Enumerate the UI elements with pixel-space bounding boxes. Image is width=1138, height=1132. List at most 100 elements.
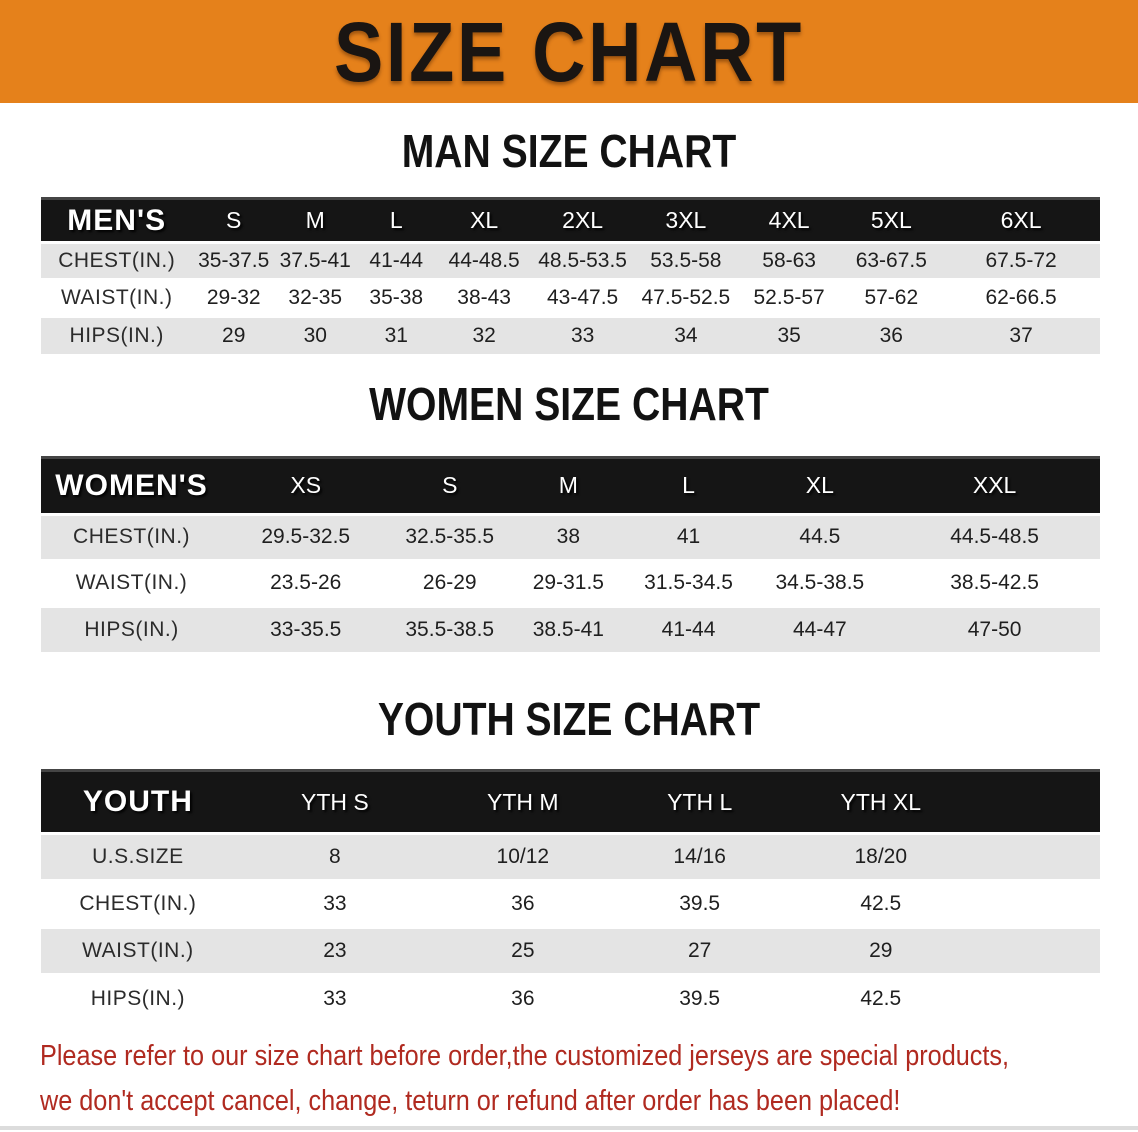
size-column-header: S	[192, 197, 276, 243]
row-label: CHEST(IN.)	[41, 879, 235, 928]
row-label: HIPS(IN.)	[41, 315, 193, 354]
filler-cell	[972, 973, 1100, 1022]
youth-size-table: YOUTH YTH S YTH M YTH L YTH XL U.S.SIZE 8 10/12…	[41, 769, 1100, 1022]
size-value-cell: 23.5-26	[222, 558, 390, 606]
size-value-cell: 35	[737, 315, 841, 354]
size-value-cell: 48.5-53.5	[531, 241, 634, 280]
size-value-cell: 33	[234, 879, 435, 928]
size-column-header: M	[275, 197, 356, 243]
table-row: HIPS(IN.) 33 36 39.5 42.5	[41, 973, 1100, 1022]
size-value-cell: 67.5-72	[942, 241, 1100, 280]
size-value-cell: 29	[788, 926, 973, 975]
size-value-cell: 14/16	[610, 832, 789, 881]
size-value-cell: 42.5	[788, 879, 973, 928]
row-label: WAIST(IN.)	[41, 926, 235, 975]
size-value-cell: 33	[531, 315, 634, 354]
size-column-header: 3XL	[633, 197, 738, 243]
women-size-table: WOMEN'S XS S M L XL XXL CHEST(IN.) 29.5-32.5 32.5…	[41, 455, 1100, 652]
size-value-cell: 42.5	[788, 973, 973, 1022]
size-value-cell: 38-43	[437, 278, 532, 317]
row-label: U.S.SIZE	[41, 832, 235, 881]
size-value-cell: 37	[942, 315, 1100, 354]
size-value-cell: 26-29	[389, 558, 511, 606]
size-column-header: YTH S	[234, 769, 435, 834]
size-value-cell: 32.5-35.5	[389, 512, 511, 560]
disclaimer-line-2: we don't accept cancel, change, teturn o…	[40, 1084, 901, 1117]
table-row: WAIST(IN.) 23 25 27 29	[41, 926, 1100, 975]
size-value-cell: 35.5-38.5	[389, 604, 511, 652]
size-column-header: XXL	[889, 455, 1100, 514]
size-value-cell: 44-48.5	[437, 241, 532, 280]
filler-cell	[972, 926, 1100, 975]
size-value-cell: 8	[234, 832, 435, 881]
size-value-cell: 27	[610, 926, 789, 975]
size-column-header: XS	[222, 455, 390, 514]
women-group-label: WOMEN'S	[41, 455, 223, 514]
youth-table-header-row: YOUTH YTH S YTH M YTH L YTH XL	[41, 769, 1100, 834]
size-value-cell: 62-66.5	[942, 278, 1100, 317]
size-value-cell: 31	[355, 315, 438, 354]
men-group-label: MEN'S	[41, 197, 193, 243]
row-label: HIPS(IN.)	[41, 973, 235, 1022]
size-value-cell: 36	[840, 315, 943, 354]
filler-cell	[972, 879, 1100, 928]
size-column-header: M	[510, 455, 627, 514]
size-value-cell: 10/12	[434, 832, 611, 881]
size-value-cell: 41-44	[355, 241, 438, 280]
row-label: CHEST(IN.)	[41, 241, 193, 280]
bottom-divider	[0, 1126, 1138, 1130]
size-column-header: XL	[750, 455, 890, 514]
size-value-cell: 33	[234, 973, 435, 1022]
size-column-header: YTH M	[434, 769, 611, 834]
size-value-cell: 44.5	[750, 512, 890, 560]
size-value-cell: 32-35	[275, 278, 356, 317]
men-section-heading: MAN SIZE CHART	[401, 125, 737, 177]
footer-disclaimer: Please refer to our size chart before or…	[40, 1034, 1138, 1124]
size-value-cell: 18/20	[788, 832, 973, 881]
table-row: WAIST(IN.) 23.5-26 26-29 29-31.5 31.5-34.5 34…	[41, 558, 1100, 606]
row-label: CHEST(IN.)	[41, 512, 223, 560]
table-row: CHEST(IN.) 33 36 39.5 42.5	[41, 879, 1100, 928]
size-value-cell: 34	[633, 315, 738, 354]
row-label: WAIST(IN.)	[41, 558, 223, 606]
women-size-section: WOMEN SIZE CHART WOMEN'S XS S M L XL XXL CHEST(…	[0, 381, 1138, 652]
size-value-cell: 29.5-32.5	[222, 512, 390, 560]
size-value-cell: 32	[437, 315, 532, 354]
size-column-header: 5XL	[840, 197, 943, 243]
row-label: WAIST(IN.)	[41, 278, 193, 317]
size-value-cell: 41	[626, 512, 751, 560]
disclaimer-line-1: Please refer to our size chart before or…	[40, 1039, 1010, 1072]
size-value-cell: 29	[192, 315, 276, 354]
size-value-cell: 36	[434, 973, 611, 1022]
size-column-header: XL	[437, 197, 532, 243]
youth-section-heading: YOUTH SIZE CHART	[377, 693, 761, 745]
filler-header-cell	[972, 769, 1100, 834]
size-value-cell: 38	[510, 512, 627, 560]
size-value-cell: 34.5-38.5	[750, 558, 890, 606]
size-column-header: YTH XL	[788, 769, 973, 834]
size-value-cell: 41-44	[626, 604, 751, 652]
size-value-cell: 39.5	[610, 879, 789, 928]
youth-size-section: YOUTH SIZE CHART YOUTH YTH S YTH M YTH L YTH…	[0, 696, 1138, 1022]
size-value-cell: 63-67.5	[840, 241, 943, 280]
size-column-header: YTH L	[610, 769, 789, 834]
size-value-cell: 30	[275, 315, 356, 354]
table-row: CHEST(IN.) 35-37.5 37.5-41 41-44 44-48.5 48.5…	[41, 241, 1100, 280]
row-label: HIPS(IN.)	[41, 604, 223, 652]
size-value-cell: 58-63	[737, 241, 841, 280]
table-row: CHEST(IN.) 29.5-32.5 32.5-35.5 38 41 44.5 44.5…	[41, 512, 1100, 560]
size-value-cell: 36	[434, 879, 611, 928]
youth-group-label: YOUTH	[41, 769, 235, 834]
table-row: HIPS(IN.) 29 30 31 32 33 34 35 36 37	[41, 315, 1100, 354]
men-table-header-row: MEN'S S M L XL 2XL 3XL 4XL 5XL 6XL	[41, 197, 1100, 243]
size-value-cell: 37.5-41	[275, 241, 356, 280]
page-title: SIZE CHART	[334, 4, 804, 99]
size-value-cell: 35-38	[355, 278, 438, 317]
size-column-header: 2XL	[531, 197, 634, 243]
table-row: WAIST(IN.) 29-32 32-35 35-38 38-43 43-47.5 47.…	[41, 278, 1100, 317]
size-value-cell: 43-47.5	[531, 278, 634, 317]
size-value-cell: 38.5-42.5	[889, 558, 1100, 606]
size-value-cell: 29-32	[192, 278, 276, 317]
size-value-cell: 38.5-41	[510, 604, 627, 652]
